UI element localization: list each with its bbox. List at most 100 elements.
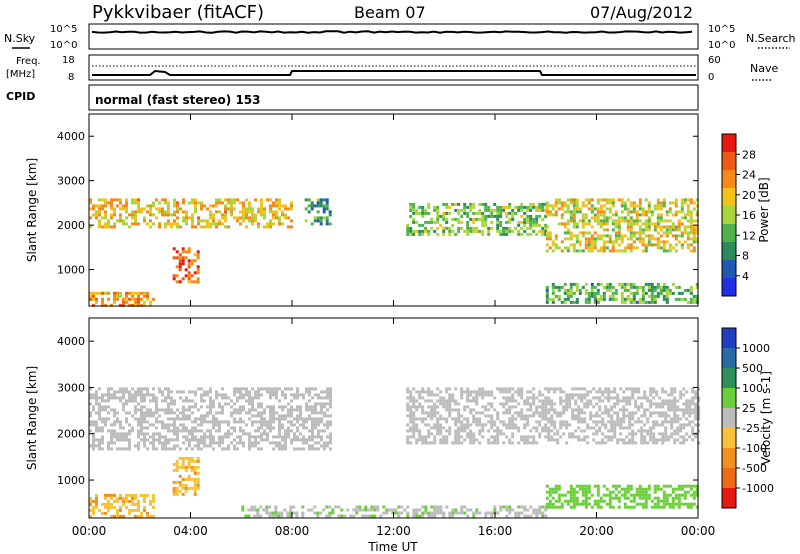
data-cell: [685, 411, 688, 414]
data-cell: [606, 503, 609, 506]
data-cell: [564, 225, 567, 228]
data-cell: [547, 438, 550, 441]
data-cell: [592, 432, 595, 435]
data-cell: [669, 494, 672, 497]
data-cell: [209, 399, 212, 402]
data-cell: [155, 447, 158, 450]
data-cell: [597, 207, 600, 210]
data-cell: [610, 405, 613, 408]
data-cell: [630, 500, 633, 503]
data-cell: [125, 216, 128, 219]
data-cell: [627, 497, 630, 500]
data-cell: [185, 487, 188, 490]
data-cell: [579, 207, 582, 210]
data-cell: [580, 387, 583, 390]
data-cell: [310, 509, 313, 512]
data-cell: [606, 283, 609, 286]
data-cell: [128, 399, 131, 402]
data-cell: [263, 207, 266, 210]
data-cell: [107, 500, 110, 503]
data-cell: [278, 414, 281, 417]
data-cell: [636, 488, 639, 491]
data-cell: [128, 444, 131, 447]
data-cell: [487, 408, 490, 411]
data-cell: [603, 249, 606, 252]
data-cell: [460, 512, 463, 515]
data-cell: [502, 396, 505, 399]
data-cell: [343, 515, 346, 518]
data-cell: [597, 494, 600, 497]
data-cell: [600, 198, 603, 201]
data-cell: [137, 393, 140, 396]
data-cell: [218, 201, 221, 204]
data-cell: [625, 441, 628, 444]
data-cell: [113, 414, 116, 417]
data-cell: [690, 210, 693, 213]
data-cell: [293, 396, 296, 399]
data-cell: [173, 204, 176, 207]
data-cell: [657, 237, 660, 240]
data-cell: [570, 491, 573, 494]
data-cell: [212, 414, 215, 417]
data-cell: [311, 222, 314, 225]
data-cell: [415, 515, 418, 518]
data-cell: [532, 221, 535, 224]
data-cell: [152, 396, 155, 399]
data-cell: [640, 435, 643, 438]
data-cell: [567, 222, 570, 225]
data-cell: [493, 438, 496, 441]
data-cell: [517, 414, 520, 417]
data-cell: [591, 286, 594, 289]
data-cell: [239, 201, 242, 204]
data-cell: [427, 212, 430, 215]
data-cell: [451, 512, 454, 515]
data-cell: [514, 423, 517, 426]
data-cell: [496, 429, 499, 432]
data-cell: [579, 210, 582, 213]
data-cell: [505, 509, 508, 512]
data-cell: [636, 222, 639, 225]
data-cell: [439, 509, 442, 512]
data-cell: [224, 207, 227, 210]
data-cell: [275, 201, 278, 204]
data-cell: [661, 435, 664, 438]
data-cell: [663, 201, 666, 204]
data-cell: [679, 429, 682, 432]
data-cell: [233, 387, 236, 390]
data-cell: [478, 393, 481, 396]
data-cell: [212, 438, 215, 441]
data-cell: [224, 213, 227, 216]
data-cell: [317, 201, 320, 204]
data-cell: [418, 233, 421, 236]
data-cell: [430, 218, 433, 221]
data-cell: [98, 411, 101, 414]
data-cell: [164, 399, 167, 402]
data-cell: [645, 506, 648, 509]
data-cell: [553, 387, 556, 390]
data-cell: [188, 414, 191, 417]
freq-panel: [89, 55, 698, 80]
data-cell: [640, 396, 643, 399]
data-cell: [421, 230, 424, 233]
data-cell: [514, 411, 517, 414]
data-cell: [430, 227, 433, 230]
data-cell: [682, 402, 685, 405]
data-cell: [92, 420, 95, 423]
data-cell: [182, 460, 185, 463]
data-cell: [233, 429, 236, 432]
data-cell: [140, 423, 143, 426]
data-cell: [574, 429, 577, 432]
data-cell: [140, 390, 143, 393]
data-cell: [326, 387, 329, 390]
data-cell: [576, 234, 579, 237]
data-cell: [259, 506, 262, 509]
data-cell: [496, 435, 499, 438]
data-cell: [478, 417, 481, 420]
data-cell: [573, 210, 576, 213]
data-cell: [630, 488, 633, 491]
data-cell: [618, 228, 621, 231]
data-cell: [424, 411, 427, 414]
data-cell: [248, 216, 251, 219]
data-cell: [661, 411, 664, 414]
data-cell: [675, 228, 678, 231]
